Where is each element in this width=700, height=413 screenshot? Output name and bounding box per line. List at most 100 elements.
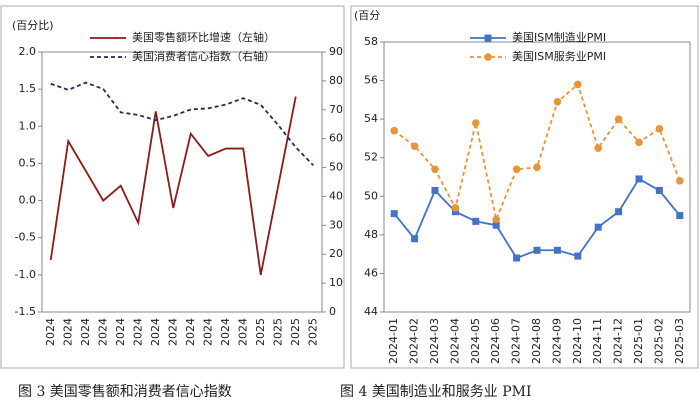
legend-marker	[484, 34, 492, 42]
y-tick-label: 2.0	[19, 45, 37, 58]
y2-tick-label: 30	[329, 218, 343, 231]
x-tick-label: 2024	[149, 318, 162, 346]
y-tick-label: -1.5	[15, 305, 36, 318]
x-tick-label: 2024	[114, 318, 127, 346]
point	[655, 124, 664, 133]
y-tick-label: 0.0	[19, 194, 37, 207]
y-axis-label: (百分	[354, 9, 380, 22]
y-tick-label: 0.5	[19, 156, 37, 169]
point	[615, 208, 623, 216]
x-tick-label: 2024-06	[489, 318, 502, 364]
x-tick-label: 2024-02	[408, 318, 421, 364]
point	[390, 126, 399, 135]
legend-label: 美国ISM制造业PMI	[512, 30, 606, 44]
x-tick-label: 2024	[131, 318, 144, 346]
y-tick-label: -0.5	[15, 231, 36, 244]
point	[614, 115, 623, 123]
x-tick-label: 2025-01	[632, 318, 645, 364]
series-line	[50, 81, 314, 166]
x-tick-label: 2024-11	[591, 318, 604, 364]
x-tick-label: 2024	[96, 318, 109, 346]
y-tick-label: 44	[364, 305, 378, 318]
x-tick-label: 2024	[166, 318, 179, 346]
x-tick-label: 2024-04	[448, 318, 461, 364]
caption: 图 3 美国零售额和消费者信心指数	[18, 384, 232, 400]
y-tick-label: -1.0	[15, 268, 36, 281]
y2-tick-label: 70	[329, 103, 343, 116]
plot-frame	[383, 41, 691, 313]
y-tick-label: 48	[364, 228, 378, 241]
x-tick-label: 2024	[219, 318, 232, 346]
x-tick-label: 2024	[184, 318, 197, 346]
point	[553, 246, 561, 254]
point	[451, 204, 460, 212]
y2-tick-label: 80	[329, 74, 343, 87]
x-tick-label: 2025	[254, 318, 267, 346]
y2-tick-label: 20	[329, 247, 343, 260]
point	[676, 177, 684, 185]
point	[533, 163, 541, 172]
x-tick-label: 2024	[61, 318, 74, 346]
panel-frame	[0, 5, 345, 369]
point	[635, 138, 643, 147]
x-tick-label: 2024-09	[550, 318, 563, 364]
point	[594, 223, 602, 231]
point	[390, 210, 398, 218]
point	[431, 165, 439, 174]
y2-tick-label: 40	[329, 189, 343, 202]
point	[655, 187, 663, 194]
caption: 图 4 美国制造业和服务业 PMI	[340, 384, 532, 400]
point	[472, 119, 480, 127]
x-tick-label: 2024	[79, 318, 92, 346]
point	[512, 165, 521, 174]
x-tick-label: 2025	[289, 318, 302, 346]
y-tick-label: 56	[364, 74, 378, 87]
y-tick-label: 46	[364, 266, 378, 279]
y2-tick-label: 0	[329, 305, 336, 318]
y-tick-label: 1.5	[19, 82, 37, 95]
legend-label: 美国ISM服务业PMI	[512, 50, 606, 63]
point	[411, 235, 419, 243]
y-axis-label: (百分比)	[12, 19, 54, 32]
point	[472, 217, 480, 225]
y-tick-label: 50	[364, 189, 378, 202]
point	[492, 221, 500, 229]
y-tick-label: 52	[364, 151, 378, 164]
point	[492, 215, 501, 224]
point	[676, 212, 684, 220]
series-line	[49, 96, 297, 276]
x-tick-label: 2024-03	[428, 318, 441, 364]
y2-tick-label: 60	[329, 132, 343, 145]
point	[574, 252, 582, 260]
x-tick-label: 2024	[236, 318, 249, 346]
point	[513, 254, 521, 262]
point	[574, 80, 582, 89]
legend-label: 美国零售额环比增速（左轴）	[132, 30, 275, 44]
y2-tick-label: 50	[329, 161, 343, 174]
x-tick-label: 2025	[271, 318, 284, 346]
y-tick-label: 58	[364, 35, 378, 48]
point	[431, 187, 439, 194]
point	[410, 142, 419, 150]
point	[451, 208, 459, 216]
y2-tick-label: 10	[329, 276, 343, 289]
series-line	[393, 82, 681, 223]
point	[533, 246, 541, 254]
y-tick-label: 1.0	[19, 119, 37, 132]
x-tick-label: 2024-05	[469, 318, 482, 364]
plot-frame	[41, 51, 323, 313]
x-tick-label: 2024-08	[530, 318, 543, 364]
x-tick-label: 2024-01	[387, 318, 400, 364]
y-tick-label: 54	[364, 112, 378, 125]
x-tick-label: 2024-07	[510, 318, 523, 364]
x-tick-label: 2024-10	[571, 318, 584, 364]
x-tick-label: 2025	[306, 318, 319, 346]
legend-label: 美国消费者信心指数（右轴）	[132, 49, 275, 63]
panel-frame	[350, 5, 699, 369]
point	[553, 97, 562, 106]
x-tick-label: 2025-02	[652, 318, 665, 364]
x-tick-label: 2024	[201, 318, 214, 346]
legend-marker	[484, 53, 492, 61]
x-tick-label: 2024	[44, 318, 57, 346]
